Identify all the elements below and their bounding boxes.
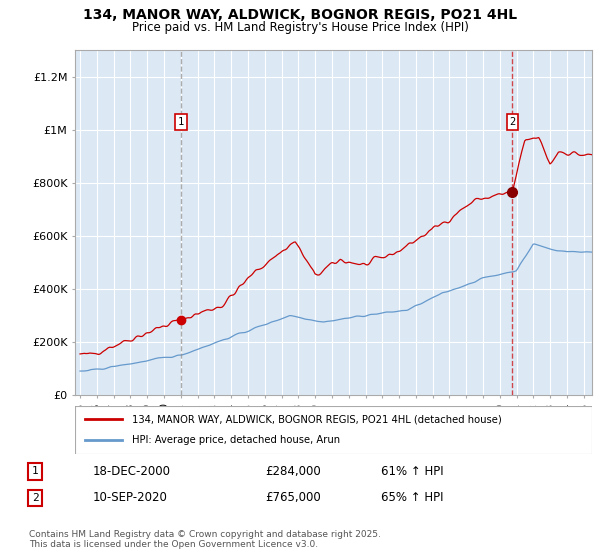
Text: 2: 2 — [509, 117, 515, 127]
Text: Contains HM Land Registry data © Crown copyright and database right 2025.
This d: Contains HM Land Registry data © Crown c… — [29, 530, 381, 549]
Text: 61% ↑ HPI: 61% ↑ HPI — [380, 465, 443, 478]
Text: £765,000: £765,000 — [265, 492, 321, 505]
Text: 10-SEP-2020: 10-SEP-2020 — [92, 492, 167, 505]
Text: 1: 1 — [178, 117, 184, 127]
Text: 1: 1 — [32, 466, 38, 476]
Text: 134, MANOR WAY, ALDWICK, BOGNOR REGIS, PO21 4HL: 134, MANOR WAY, ALDWICK, BOGNOR REGIS, P… — [83, 8, 517, 22]
Text: Price paid vs. HM Land Registry's House Price Index (HPI): Price paid vs. HM Land Registry's House … — [131, 21, 469, 34]
Text: 2: 2 — [32, 493, 38, 503]
Text: 18-DEC-2000: 18-DEC-2000 — [92, 465, 170, 478]
Text: HPI: Average price, detached house, Arun: HPI: Average price, detached house, Arun — [132, 435, 340, 445]
Text: £284,000: £284,000 — [265, 465, 321, 478]
Text: 65% ↑ HPI: 65% ↑ HPI — [380, 492, 443, 505]
Text: 134, MANOR WAY, ALDWICK, BOGNOR REGIS, PO21 4HL (detached house): 134, MANOR WAY, ALDWICK, BOGNOR REGIS, P… — [132, 414, 502, 424]
